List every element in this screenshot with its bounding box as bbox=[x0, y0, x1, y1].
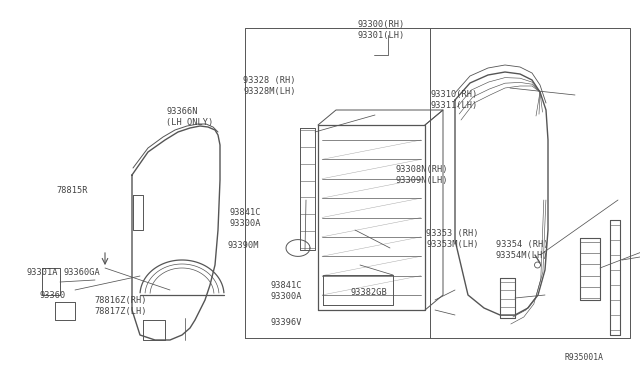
Text: 93310(RH)
93311(LH): 93310(RH) 93311(LH) bbox=[430, 90, 477, 110]
Text: 93841C
93300A: 93841C 93300A bbox=[270, 281, 301, 301]
Text: 93308N(RH)
93309N(LH): 93308N(RH) 93309N(LH) bbox=[396, 165, 448, 185]
Text: 78816Z(RH)
78817Z(LH): 78816Z(RH) 78817Z(LH) bbox=[95, 296, 147, 316]
Text: 93382GB: 93382GB bbox=[351, 288, 387, 296]
Text: 93354 (RH)
93354M(LH): 93354 (RH) 93354M(LH) bbox=[496, 240, 548, 260]
Text: 93390M: 93390M bbox=[228, 241, 259, 250]
Text: 93300(RH)
93301(LH): 93300(RH) 93301(LH) bbox=[357, 20, 404, 40]
Text: R935001A: R935001A bbox=[564, 353, 604, 362]
Text: 93360: 93360 bbox=[40, 291, 66, 300]
Text: 93328 (RH)
93328M(LH): 93328 (RH) 93328M(LH) bbox=[243, 76, 296, 96]
Text: 93841C
93300A: 93841C 93300A bbox=[229, 208, 260, 228]
Text: 93360GA: 93360GA bbox=[64, 268, 100, 277]
Text: 93353 (RH)
93353M(LH): 93353 (RH) 93353M(LH) bbox=[426, 229, 479, 249]
Text: 93396V: 93396V bbox=[270, 318, 301, 327]
Text: 93366N
(LH ONLY): 93366N (LH ONLY) bbox=[166, 107, 214, 127]
Text: 78815R: 78815R bbox=[56, 186, 88, 195]
Text: 93301A: 93301A bbox=[27, 268, 58, 277]
